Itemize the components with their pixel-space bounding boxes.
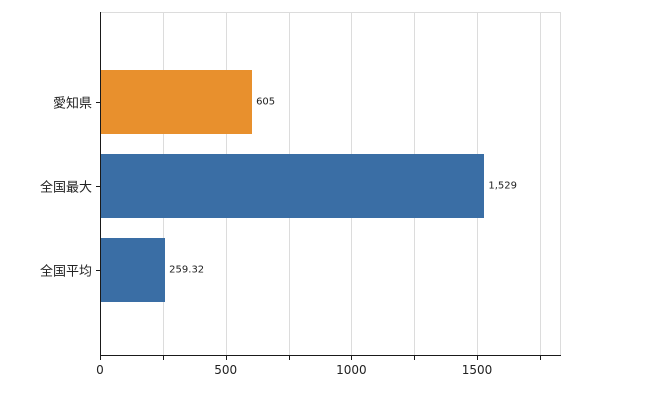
x-axis-tick (539, 356, 541, 360)
y-axis-tick (96, 102, 100, 103)
x-axis-tick-label: 1000 (336, 363, 367, 377)
x-axis-tick (351, 356, 353, 360)
category-label: 愛知県 (52, 96, 92, 112)
x-axis-tick (288, 356, 290, 360)
x-axis-tick (414, 356, 416, 360)
category-label: 全国最大 (39, 180, 92, 196)
x-axis-tick-label: 0 (96, 363, 104, 377)
x-axis-tick (225, 356, 227, 360)
x-axis-tick-label: 500 (214, 363, 238, 377)
bar-value-label: 259.32 (169, 264, 205, 276)
x-axis-line (100, 355, 561, 356)
bar-value-label: 1,529 (488, 180, 517, 192)
y-axis-line (100, 12, 101, 356)
x-axis-tick-label: 1500 (461, 363, 493, 377)
category-label: 全国平均 (39, 264, 92, 280)
y-axis-tick (96, 186, 100, 187)
plot-right-border (560, 12, 561, 355)
bar (101, 238, 166, 302)
plot-top-border (100, 12, 561, 13)
bar (101, 70, 253, 134)
x-axis-tick (100, 356, 101, 360)
gridline (539, 12, 541, 355)
bar-value-label: 605 (256, 96, 276, 108)
y-axis-tick (96, 270, 100, 271)
x-axis-tick (477, 356, 479, 360)
bar (101, 154, 485, 218)
x-axis-tick (162, 356, 164, 360)
